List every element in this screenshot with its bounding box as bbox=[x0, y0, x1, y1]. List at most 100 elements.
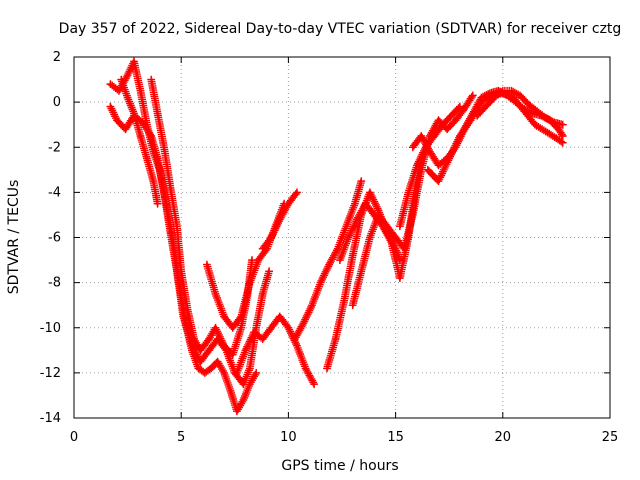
y-tick-label: -4 bbox=[48, 185, 61, 200]
data-point bbox=[107, 80, 114, 88]
x-axis-label: GPS time / hours bbox=[281, 458, 398, 474]
data-point bbox=[559, 139, 566, 146]
data-point bbox=[167, 229, 174, 237]
data-point bbox=[426, 148, 434, 155]
data-point bbox=[418, 132, 425, 140]
data-point bbox=[375, 211, 382, 219]
data-point bbox=[259, 290, 266, 298]
data-point bbox=[250, 329, 258, 336]
data-point bbox=[308, 302, 316, 309]
data-point bbox=[154, 155, 161, 162]
data-point bbox=[240, 396, 247, 404]
data-point bbox=[137, 132, 144, 140]
data-point bbox=[435, 162, 442, 169]
data-point bbox=[154, 110, 161, 117]
data-point bbox=[137, 87, 144, 94]
series-trace-6 bbox=[233, 312, 318, 389]
y-tick-label: 0 bbox=[53, 95, 61, 110]
data-point bbox=[259, 335, 266, 343]
data-point bbox=[456, 132, 464, 140]
data-point bbox=[276, 313, 283, 320]
data-point bbox=[478, 98, 485, 106]
data-point bbox=[551, 119, 558, 126]
y-tick-label: -12 bbox=[40, 366, 61, 381]
data-point bbox=[124, 94, 131, 101]
data-point bbox=[409, 144, 416, 151]
data-point bbox=[229, 324, 236, 331]
series-trace-8 bbox=[290, 177, 366, 343]
data-point bbox=[559, 132, 566, 140]
data-point bbox=[542, 128, 549, 135]
data-point bbox=[130, 58, 138, 65]
x-tick-label: 5 bbox=[177, 430, 185, 445]
data-point bbox=[362, 200, 369, 207]
data-point bbox=[409, 211, 416, 219]
data-point bbox=[212, 324, 219, 331]
data-point bbox=[388, 238, 395, 246]
series-markers bbox=[147, 75, 256, 359]
series-trace-7 bbox=[258, 188, 301, 253]
data-point bbox=[467, 117, 474, 124]
data-point bbox=[349, 252, 356, 259]
series-markers bbox=[323, 188, 404, 373]
data-point bbox=[317, 279, 324, 286]
data-point bbox=[190, 335, 198, 343]
data-point bbox=[118, 76, 125, 83]
y-tick-label: -8 bbox=[48, 276, 61, 291]
data-point bbox=[143, 155, 151, 162]
data-point bbox=[300, 320, 307, 327]
data-point bbox=[456, 103, 464, 110]
data-point bbox=[220, 313, 228, 320]
data-point bbox=[461, 105, 468, 113]
data-point bbox=[227, 387, 234, 395]
data-point bbox=[516, 92, 524, 99]
data-point bbox=[396, 223, 404, 230]
series-trace-15 bbox=[396, 102, 464, 231]
data-point bbox=[268, 324, 275, 331]
data-point bbox=[446, 155, 453, 162]
data-point bbox=[197, 358, 204, 365]
data-point bbox=[353, 216, 361, 223]
data-point bbox=[220, 369, 228, 377]
data-point bbox=[238, 313, 245, 320]
series-markers bbox=[423, 89, 567, 185]
data-point bbox=[150, 177, 157, 185]
data-point bbox=[424, 166, 431, 173]
data-point bbox=[188, 342, 196, 349]
data-point bbox=[323, 365, 331, 372]
data-point bbox=[208, 365, 215, 372]
data-point bbox=[452, 117, 459, 124]
data-point bbox=[178, 268, 185, 275]
data-point bbox=[238, 324, 245, 331]
data-point bbox=[325, 261, 333, 268]
data-point bbox=[214, 358, 221, 365]
data-point bbox=[195, 365, 202, 372]
series-trace-4 bbox=[147, 75, 256, 359]
data-point bbox=[413, 162, 421, 169]
data-point bbox=[184, 306, 191, 313]
series-line bbox=[150, 78, 253, 356]
data-point bbox=[343, 223, 350, 230]
data-point bbox=[401, 245, 408, 252]
data-point bbox=[139, 119, 146, 126]
data-point bbox=[334, 245, 341, 252]
data-point bbox=[345, 234, 352, 241]
data-point bbox=[276, 216, 283, 223]
data-point bbox=[160, 144, 168, 151]
chart-title: Day 357 of 2022, Sidereal Day-to-day VTE… bbox=[59, 21, 622, 37]
series-trace-14 bbox=[473, 86, 567, 129]
data-point bbox=[167, 184, 174, 192]
data-point bbox=[340, 297, 348, 304]
data-point bbox=[469, 92, 476, 99]
data-point bbox=[291, 335, 298, 343]
data-point bbox=[220, 342, 228, 349]
data-point bbox=[491, 94, 498, 101]
data-point bbox=[154, 200, 161, 207]
data-point bbox=[422, 144, 429, 151]
y-tick-label: -10 bbox=[40, 321, 61, 336]
data-point bbox=[349, 302, 356, 309]
y-tick-label: 2 bbox=[53, 50, 61, 65]
data-point bbox=[508, 87, 515, 94]
data-point bbox=[293, 189, 301, 196]
